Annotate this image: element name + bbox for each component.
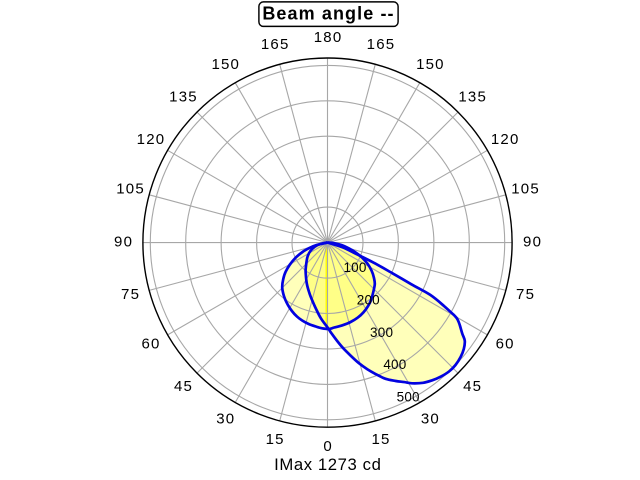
svg-text:120: 120 <box>491 131 520 148</box>
svg-text:75: 75 <box>516 286 535 303</box>
svg-text:105: 105 <box>511 180 540 197</box>
svg-text:400: 400 <box>383 357 406 372</box>
svg-text:30: 30 <box>216 410 235 427</box>
svg-text:90: 90 <box>114 233 133 250</box>
svg-text:120: 120 <box>137 131 166 148</box>
svg-text:500: 500 <box>397 390 420 405</box>
svg-text:0: 0 <box>323 438 333 455</box>
svg-text:75: 75 <box>121 286 140 303</box>
svg-text:150: 150 <box>211 56 240 73</box>
svg-text:60: 60 <box>496 336 515 353</box>
svg-text:15: 15 <box>371 431 390 448</box>
svg-text:100: 100 <box>343 260 366 275</box>
svg-text:45: 45 <box>463 378 482 395</box>
svg-text:30: 30 <box>421 410 440 427</box>
svg-text:60: 60 <box>141 336 160 353</box>
svg-text:165: 165 <box>261 36 290 53</box>
svg-text:200: 200 <box>357 293 380 308</box>
svg-text:45: 45 <box>174 378 193 395</box>
svg-text:165: 165 <box>367 36 396 53</box>
svg-text:135: 135 <box>169 89 198 106</box>
svg-text:Beam angle --: Beam angle -- <box>262 4 394 24</box>
svg-text:180: 180 <box>314 29 343 46</box>
svg-text:150: 150 <box>416 56 445 73</box>
svg-text:135: 135 <box>458 89 487 106</box>
svg-text:300: 300 <box>370 325 393 340</box>
svg-text:105: 105 <box>116 180 145 197</box>
svg-text:15: 15 <box>266 431 285 448</box>
svg-text:90: 90 <box>523 233 542 250</box>
svg-text:IMax 1273 cd: IMax 1273 cd <box>274 455 381 474</box>
